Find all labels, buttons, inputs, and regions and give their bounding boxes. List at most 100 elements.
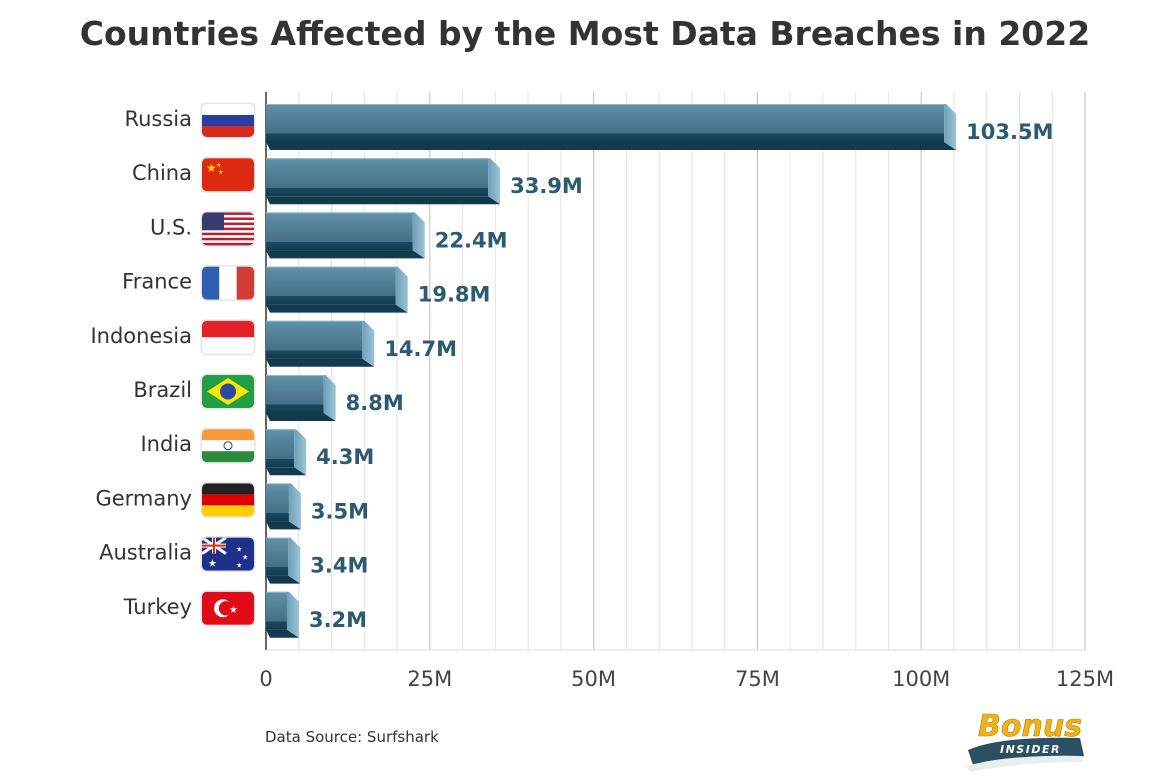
flag-part <box>202 212 224 231</box>
bar-france <box>266 266 408 313</box>
bar-bottom <box>266 629 299 638</box>
flag-part <box>202 126 254 137</box>
value-label: 103.5M <box>966 120 1053 144</box>
bar-side <box>412 212 425 259</box>
flag-body <box>202 320 254 354</box>
bar-indonesia <box>266 320 375 367</box>
x-tick-label: 100M <box>892 667 950 691</box>
value-label: 3.2M <box>309 608 367 632</box>
bar-side <box>395 266 408 313</box>
flag-part <box>202 544 226 547</box>
flag-body <box>202 429 254 463</box>
us-flag-icon <box>200 210 256 247</box>
bar-side <box>323 375 336 421</box>
country-label: Germany <box>95 486 192 510</box>
country-label: U.S. <box>150 215 192 239</box>
x-tick-label: 25M <box>407 667 452 691</box>
bar-bottom <box>266 467 307 476</box>
flag-part <box>202 220 254 223</box>
country-label: Russia <box>124 107 192 131</box>
flag-part <box>202 505 254 517</box>
logo-line2: INSIDER <box>1000 743 1061 756</box>
bar-bottom <box>266 142 957 150</box>
bar-side <box>286 591 299 638</box>
bar-face <box>266 537 289 576</box>
flag-body <box>202 266 254 300</box>
value-label: 3.4M <box>310 554 368 578</box>
flag-star: ★ <box>218 169 223 176</box>
bar-russia <box>266 104 957 150</box>
flag-star: ★ <box>208 559 217 570</box>
country-label: India <box>140 432 192 456</box>
bar-bottom <box>266 250 425 259</box>
flag-part <box>202 217 254 221</box>
flag-star: ★ <box>216 162 221 169</box>
value-label: 4.3M <box>316 445 374 469</box>
bar-face <box>266 429 295 468</box>
bars <box>266 104 957 638</box>
value-label: 14.7M <box>384 337 457 361</box>
flag-part <box>202 240 254 244</box>
bar-us <box>266 212 425 259</box>
bar-bottom <box>266 304 408 313</box>
flag-part <box>218 601 234 616</box>
bar-turkey <box>266 591 299 638</box>
bar-bottom <box>266 575 301 584</box>
value-label: 22.4M <box>435 228 508 252</box>
x-tick-label: 125M <box>1056 667 1114 691</box>
value-label: 8.8M <box>346 391 404 415</box>
bar-australia <box>266 537 301 584</box>
flag-part <box>202 158 254 192</box>
labels: 0 25M 50M 75M 100M 125M 103.5M Russia 33.9M China… <box>90 107 1114 691</box>
flag-part <box>202 483 254 495</box>
bar-india <box>266 429 307 476</box>
flag-star: ★ <box>229 605 238 616</box>
flag-part <box>202 115 254 126</box>
india-flag-icon <box>200 427 256 464</box>
bar-side <box>294 429 307 476</box>
bonus-insider-logo: Bonus INSIDER <box>966 709 1084 772</box>
bar-germany <box>266 483 301 530</box>
country-label: China <box>132 161 192 185</box>
flag-body: ★★★★ <box>202 537 254 571</box>
flag-part <box>202 266 220 300</box>
flag-part <box>202 222 254 226</box>
flag-part <box>223 441 233 451</box>
brazil-flag-icon <box>200 373 256 410</box>
bar-face <box>266 212 413 251</box>
bar-side <box>288 537 301 584</box>
bar-china <box>266 158 501 205</box>
data-source: Data Source: Surfshark <box>265 728 439 746</box>
x-tick-label: 50M <box>571 667 616 691</box>
flags: ★ ★★★★★★★ <box>200 102 256 627</box>
chart-title: Countries Affected by the Most Data Brea… <box>79 14 1091 53</box>
country-label: Turkey <box>123 595 192 619</box>
value-label: 19.8M <box>418 283 491 307</box>
flag-part <box>236 266 254 300</box>
bar-face <box>266 591 287 630</box>
bar-bottom <box>266 413 336 421</box>
bar-bottom <box>266 521 301 530</box>
country-label: Brazil <box>133 378 192 402</box>
flag-part <box>202 429 254 441</box>
bar-brazil <box>266 375 336 421</box>
flag-part <box>202 232 254 236</box>
flag-part <box>202 214 254 218</box>
value-label: 33.9M <box>510 174 583 198</box>
bar-side <box>488 158 501 205</box>
bar-side <box>288 483 301 530</box>
flag-body <box>202 483 254 517</box>
flag-body: ★ <box>202 591 254 625</box>
france-flag-icon <box>200 265 256 302</box>
australia-flag-icon: ★★★★ <box>200 536 256 573</box>
bar-side <box>944 104 957 150</box>
flag-part <box>202 242 254 246</box>
flag-star: ★ <box>242 554 248 562</box>
country-label: Indonesia <box>90 324 192 348</box>
flag-part <box>202 494 254 506</box>
flag-part <box>220 383 236 400</box>
flag-star: ★ <box>236 562 242 570</box>
logo-line1: Bonus <box>978 709 1082 744</box>
flag-body <box>202 375 254 408</box>
